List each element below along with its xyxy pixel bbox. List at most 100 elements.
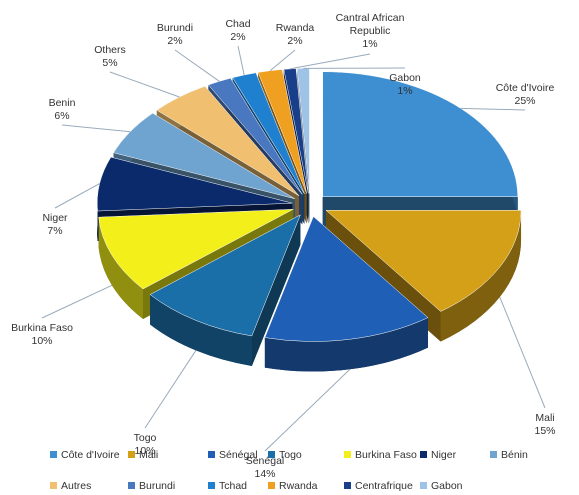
- slice-percent: 2%: [287, 35, 303, 47]
- slice-label: Cantral African Republic 1%: [330, 12, 410, 51]
- legend-item: Niger: [420, 449, 456, 461]
- leader-line: [144, 350, 197, 429]
- leader-line: [237, 45, 245, 76]
- legend-item: Centrafrique: [344, 480, 413, 492]
- leader-line: [499, 296, 546, 409]
- slice-label: Rwanda 2%: [240, 22, 350, 48]
- legend-swatch: [490, 451, 497, 458]
- slice: [156, 85, 300, 196]
- slice-label: Others 5%: [55, 44, 165, 70]
- slice-name: Gabon: [389, 72, 421, 84]
- legend-label: Niger: [431, 449, 457, 461]
- legend-swatch: [208, 451, 215, 458]
- legend-swatch: [344, 482, 351, 489]
- slice-percent: 5%: [102, 57, 118, 69]
- legend-swatch: [420, 451, 427, 458]
- slice-name: Cantral African Republic: [335, 12, 405, 37]
- legend-swatch: [50, 482, 57, 489]
- slice: [264, 216, 429, 342]
- legend-item: Mali: [128, 449, 158, 461]
- slice-percent: 7%: [47, 225, 63, 237]
- legend-item: Côte d'Ivoire: [50, 449, 120, 461]
- slice-name: Burundi: [156, 22, 194, 34]
- slice-label: Burkina Faso 10%: [0, 322, 97, 348]
- slice: [113, 112, 295, 199]
- slice-label: Mali 15%: [490, 412, 579, 438]
- slice-percent: 1%: [397, 85, 413, 97]
- legend-label: Centrafrique: [355, 480, 413, 492]
- legend-item: Bénin: [490, 449, 528, 461]
- leader-line: [109, 71, 180, 98]
- slice-rim: [264, 317, 428, 372]
- legend-label: Gabon: [431, 480, 463, 492]
- legend-item: Burkina Faso: [344, 449, 417, 461]
- legend-swatch: [268, 482, 275, 489]
- legend-label: Rwanda: [279, 480, 318, 492]
- legend-label: Burundi: [139, 480, 176, 492]
- slice-rim: [440, 210, 522, 342]
- legend-swatch: [50, 451, 57, 458]
- legend-swatch: [420, 482, 427, 489]
- legend-swatch: [344, 451, 351, 458]
- leader-line: [289, 53, 371, 70]
- slice-label: Côte d'Ivoire 25%: [470, 82, 579, 108]
- leader-line: [460, 107, 526, 111]
- slice: [322, 71, 518, 197]
- slice-name: Benin: [48, 97, 76, 109]
- leader-line: [269, 49, 296, 72]
- legend-swatch: [128, 482, 135, 489]
- legend-swatch: [128, 451, 135, 458]
- slice-percent: 25%: [514, 95, 536, 107]
- legend-label: Côte d'Ivoire: [61, 449, 120, 461]
- leader-line: [264, 368, 351, 452]
- slice-percent: 10%: [134, 445, 156, 457]
- slice-name: Burkina Faso: [11, 322, 73, 334]
- legend-item: Togo: [268, 449, 302, 461]
- slice-label: Gabon 1%: [350, 72, 460, 98]
- slice: [207, 77, 303, 195]
- slice: [325, 210, 522, 312]
- slice-label: Benin 6%: [7, 97, 117, 123]
- slice-name: Togo: [133, 432, 157, 444]
- legend-swatch: [208, 482, 215, 489]
- slice-label: Sénégal 14%: [210, 455, 320, 481]
- slice-name: Chad: [225, 18, 251, 30]
- slice-name: Sénégal: [245, 455, 285, 467]
- slice-percent: 1%: [362, 38, 378, 50]
- slice: [149, 214, 301, 337]
- slice-name: Mali: [535, 412, 555, 424]
- legend-item: Tchad: [208, 480, 247, 492]
- leader-line: [41, 284, 113, 319]
- slice-percent: 2%: [230, 31, 246, 43]
- slice-percent: 2%: [167, 35, 183, 47]
- slice-percent: 14%: [254, 468, 276, 480]
- slice-name: Others: [94, 44, 126, 56]
- legend-label: Burkina Faso: [355, 449, 417, 461]
- legend-label: Bénin: [501, 449, 528, 461]
- legend-item: Autres: [50, 480, 91, 492]
- slice-side: [251, 214, 301, 366]
- legend-item: Burundi: [128, 480, 175, 492]
- leader-line: [61, 124, 131, 133]
- slice-label: Togo 10%: [90, 432, 200, 458]
- legend-item: Sénégal: [208, 449, 258, 461]
- slice-label: Niger 7%: [0, 212, 110, 238]
- legend-label: Tchad: [219, 480, 248, 492]
- slice-percent: 10%: [31, 335, 53, 347]
- legend-swatch: [268, 451, 275, 458]
- leader-line: [54, 183, 100, 209]
- slice-percent: 15%: [534, 425, 556, 437]
- leader-line: [174, 49, 220, 82]
- legend-label: Autres: [61, 480, 92, 492]
- slice-percent: 6%: [54, 110, 70, 122]
- slice: [98, 209, 294, 290]
- legend-label: Sénégal: [219, 449, 258, 461]
- slice-name: Côte d'Ivoire: [495, 82, 555, 94]
- legend-label: Mali: [139, 449, 159, 461]
- legend-label: Togo: [279, 449, 302, 461]
- slice-label: Chad 2%: [183, 18, 293, 44]
- slice-label: Burundi 2%: [120, 22, 230, 48]
- slice-rim: [150, 294, 252, 366]
